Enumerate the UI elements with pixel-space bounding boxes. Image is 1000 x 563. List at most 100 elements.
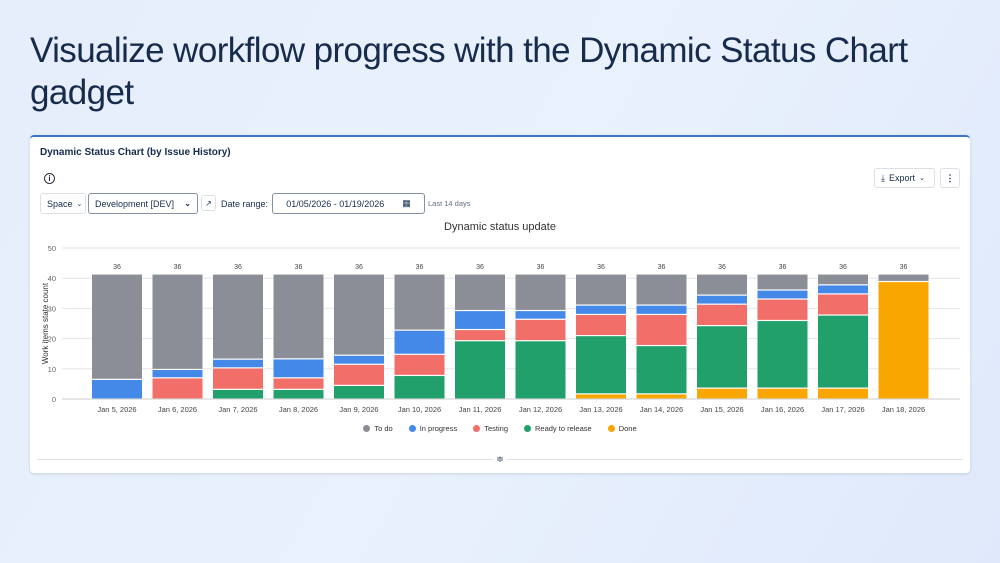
- bar-segment-testing: [515, 319, 566, 341]
- bar-segment-to-do: [576, 274, 626, 305]
- y-axis-label: Work items state count: [41, 282, 50, 364]
- legend-dot-icon: [363, 425, 371, 432]
- bar-segment-in-progress: [818, 285, 868, 294]
- y-tick-label: 0: [52, 395, 56, 404]
- legend-dot-icon: [524, 425, 531, 432]
- stacked-bar-chart: 0 10 20 30 40 50 Work items state count 36 Jan 5…: [41, 244, 960, 414]
- x-tick-label: Jan 14, 2026: [640, 405, 683, 414]
- space-filter-dropdown[interactable]: Space ⌄: [40, 193, 86, 214]
- dynamic-status-chart-gadget: Dynamic Status Chart (by Issue History) …: [30, 135, 970, 473]
- bar-segment-done: [636, 394, 687, 399]
- y-tick-label: 10: [48, 365, 56, 374]
- x-tick-label: Jan 15, 2026: [700, 405, 743, 414]
- legend-dot-icon: [473, 425, 481, 432]
- x-tick-label: Jan 9, 2026: [339, 405, 378, 414]
- external-link-icon: ↗: [205, 198, 212, 208]
- legend-label: Testing: [484, 424, 508, 433]
- x-tick-label: Jan 16, 2026: [761, 405, 804, 414]
- bar-segment-in-progress: [455, 311, 505, 329]
- legend-label: To do: [374, 424, 393, 433]
- bar-segment-in-progress: [334, 355, 384, 364]
- x-tick-label: Jan 12, 2026: [519, 405, 562, 414]
- bar-segment-ready-to-release: [515, 341, 566, 399]
- bar-segment-to-do: [878, 274, 929, 281]
- gadget-title: Dynamic Status Chart (by Issue History): [40, 147, 231, 158]
- y-tick-label: 50: [48, 244, 56, 253]
- bar-total-label: 36: [779, 264, 787, 271]
- export-button[interactable]: ⤓ Export ⌄: [874, 168, 935, 188]
- bar-segment-ready-to-release: [818, 315, 868, 388]
- x-tick-label: Jan 7, 2026: [218, 405, 257, 414]
- y-tick-label: 30: [48, 304, 56, 313]
- x-tick-label: Jan 8, 2026: [279, 405, 318, 414]
- bar-segment-in-progress: [213, 359, 263, 368]
- bar-segment-testing: [636, 315, 687, 345]
- bar-total-label: 36: [234, 264, 242, 271]
- bar-segment-done: [757, 388, 808, 399]
- vertical-ellipsis-icon: ⋮: [945, 172, 955, 183]
- bar-total-label: 36: [476, 264, 484, 271]
- bar-segment-in-progress: [92, 379, 142, 399]
- bar-total-label: 36: [537, 264, 545, 271]
- bar-segment-to-do: [697, 274, 747, 295]
- bar-segment-to-do: [455, 274, 505, 310]
- bar-segment-to-do: [515, 274, 566, 310]
- x-tick-label: Jan 18, 2026: [882, 405, 925, 414]
- project-value: Development [DEV]: [95, 198, 175, 209]
- bar-segment-done: [576, 394, 626, 399]
- bar-segment-to-do: [92, 274, 142, 379]
- bar-segment-to-do: [818, 274, 868, 285]
- x-tick-label: Jan 13, 2026: [579, 405, 622, 414]
- bar-segment-ready-to-release: [334, 386, 384, 399]
- bar-segment-testing: [757, 299, 808, 320]
- bar-segment-in-progress: [273, 359, 324, 378]
- bar-segment-in-progress: [757, 290, 808, 299]
- bar-segment-to-do: [757, 274, 808, 290]
- legend-label: In progress: [419, 424, 458, 433]
- chart-title: Dynamic status update: [444, 221, 556, 233]
- y-tick-label: 20: [48, 335, 56, 344]
- project-select[interactable]: Development [DEV] ⌄: [88, 193, 198, 214]
- bar-segment-testing: [213, 368, 263, 389]
- bar-segment-in-progress: [394, 330, 445, 354]
- x-tick-label: Jan 11, 2026: [459, 405, 502, 414]
- bar-segment-ready-to-release: [394, 376, 445, 399]
- chevron-down-icon: ⌄: [919, 175, 925, 182]
- bar-total-label: 36: [416, 264, 424, 271]
- legend-dot-icon: [408, 425, 416, 432]
- legend-item[interactable]: To do: [363, 424, 393, 433]
- legend-label: Ready to release: [535, 424, 592, 433]
- bar-segment-ready-to-release: [273, 389, 324, 399]
- bar-segment-to-do: [394, 274, 445, 330]
- legend-dot-icon: [607, 425, 615, 432]
- legend-item[interactable]: Ready to release: [524, 424, 592, 433]
- bar-segment-ready-to-release: [455, 341, 505, 399]
- legend-item[interactable]: Done: [607, 424, 637, 433]
- bar-segment-in-progress: [152, 370, 203, 378]
- x-tick-label: Jan 17, 2026: [821, 405, 864, 414]
- bar-segment-done: [697, 388, 747, 399]
- legend-item[interactable]: Testing: [473, 424, 508, 433]
- bar-total-label: 36: [355, 264, 363, 271]
- info-icon[interactable]: i: [44, 173, 55, 184]
- chevron-down-icon: ⌄: [76, 200, 83, 208]
- chart-legend: To do In progress Testing Ready to release D…: [30, 424, 970, 433]
- download-icon: ⤓: [881, 172, 885, 183]
- bar-total-label: 36: [658, 264, 666, 271]
- bar-segment-in-progress: [515, 311, 566, 319]
- bar-segment-testing: [334, 364, 384, 385]
- resize-handle-icon[interactable]: ≑: [493, 453, 507, 465]
- bar-segment-testing: [394, 354, 445, 375]
- date-range-label: Date range:: [221, 199, 269, 209]
- open-external-button[interactable]: ↗: [201, 195, 216, 211]
- x-tick-label: Jan 10, 2026: [398, 405, 441, 414]
- bar-segment-testing: [152, 378, 203, 399]
- bar-segment-testing: [818, 294, 868, 315]
- date-range-input[interactable]: 01/05/2026 - 01/19/2026 ▦: [272, 193, 425, 214]
- bar-segment-testing: [455, 330, 505, 341]
- bar-segment-to-do: [334, 274, 384, 355]
- bar-segment-ready-to-release: [636, 346, 687, 394]
- more-options-button[interactable]: ⋮: [940, 168, 960, 188]
- legend-item[interactable]: In progress: [408, 424, 458, 433]
- bar-total-label: 36: [113, 264, 121, 271]
